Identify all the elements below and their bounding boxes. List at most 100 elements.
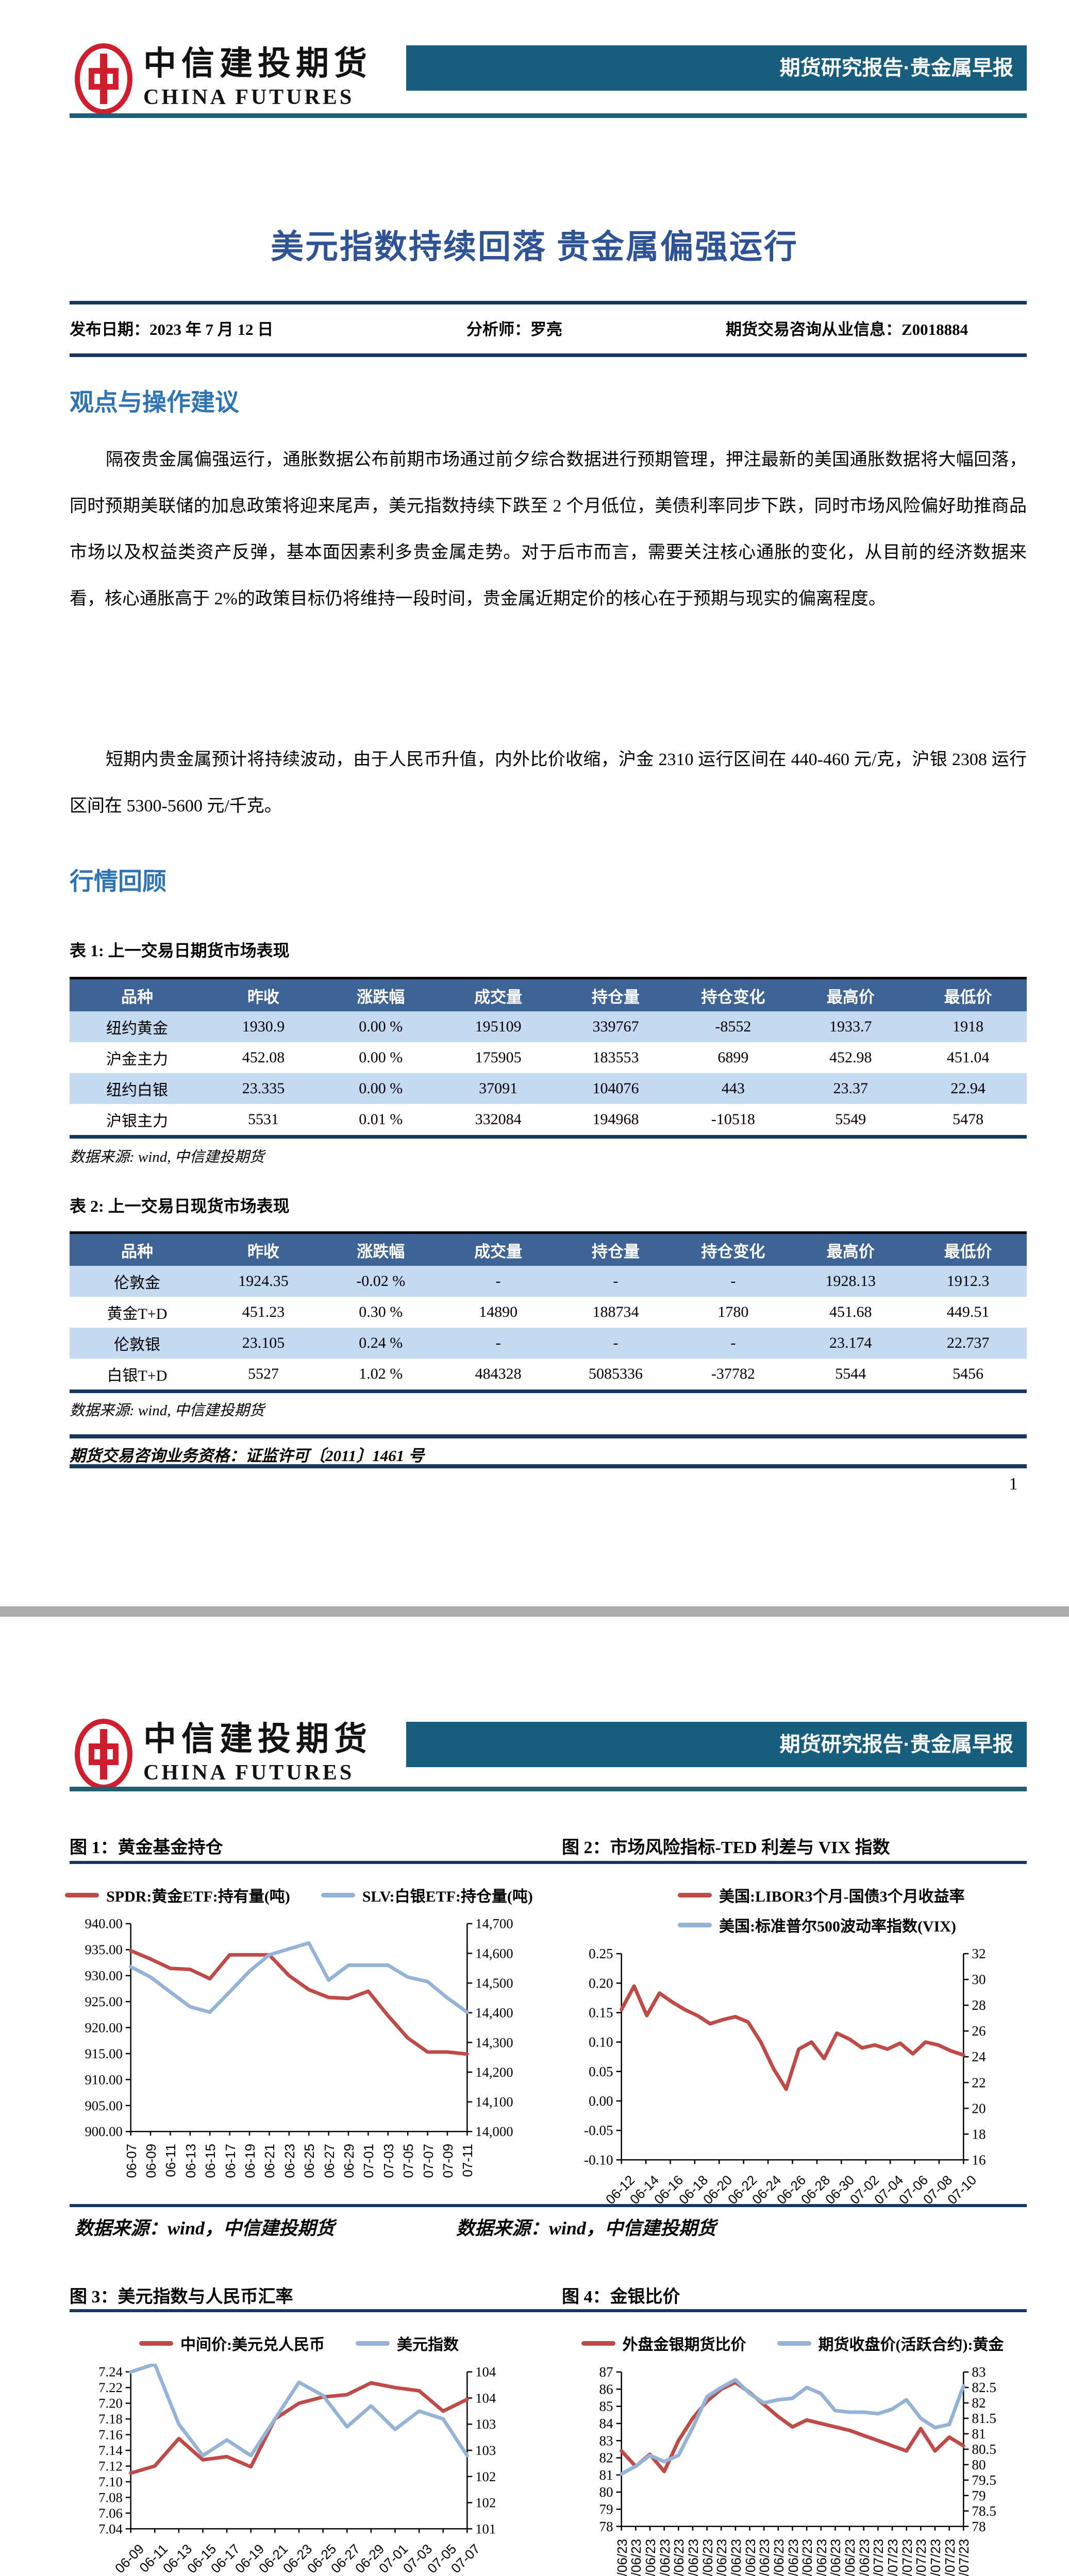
- table-cell: 175905: [475, 1049, 522, 1066]
- svg-text:84: 84: [599, 2416, 613, 2431]
- table-header-row: 品种 昨收 涨跌幅 成交量 持仓量 持仓变化 最高价 最低价: [70, 979, 1027, 1011]
- svg-text:28: 28: [972, 1997, 986, 2013]
- x-axis-label: 13/06/23: [614, 2538, 630, 2576]
- x-axis-label: 02/07/23: [885, 2538, 901, 2576]
- svg-text:0.00: 0.00: [589, 2093, 613, 2109]
- brand-name-cn: 中信建投期货: [143, 1721, 372, 1757]
- legend-label: 期货收盘价(活跃合约):黄金: [818, 2336, 1004, 2353]
- table-cell: 0.00 %: [359, 1080, 403, 1097]
- figure-1-source: 数据来源：wind，中信建投期货: [75, 2218, 335, 2239]
- table-cell: -10518: [711, 1111, 755, 1128]
- column-header: 最高价: [826, 1242, 875, 1261]
- table-cell: 6899: [717, 1049, 749, 1066]
- x-axis-label: 17/06/23: [671, 2538, 687, 2576]
- figure-4-title: 图 4：金银比价: [562, 2287, 680, 2307]
- table-cell: -: [730, 1273, 736, 1290]
- table-cell: 195109: [475, 1018, 522, 1035]
- svg-text:78: 78: [972, 2519, 986, 2534]
- svg-text:80: 80: [599, 2484, 613, 2500]
- svg-text:83: 83: [599, 2433, 613, 2448]
- x-axis-label: 06-07: [123, 2144, 139, 2178]
- legend-line-icon: [581, 2341, 615, 2346]
- section-viewpoint-heading: 观点与操作建议: [70, 389, 239, 416]
- table-cell: 451.23: [242, 1303, 285, 1320]
- table-1-caption: 表 1: 上一交易日期货市场表现: [70, 941, 290, 960]
- legend-label: 美国:LIBOR3个月-国债3个月收益率: [719, 1888, 965, 1905]
- x-axis-label: 06-15: [203, 2144, 219, 2178]
- svg-text:24: 24: [972, 2049, 986, 2064]
- table-row: 沪银主力 5531 0.01 % 332084 194968 -10518 5549 5478: [70, 1104, 1027, 1135]
- x-axis-label: 07/07/23: [956, 2538, 972, 2576]
- svg-text:14,000: 14,000: [475, 2124, 513, 2139]
- table-cell: 5527: [247, 1365, 279, 1382]
- x-axis-label: 15/06/23: [642, 2538, 658, 2576]
- table-cell: 1928.13: [825, 1273, 876, 1290]
- chart-gold-silver-ratio: 外盘金银期货比价 期货收盘价(活跃合约):黄金 87 86 85 84 83 82 81 80 79…: [559, 2318, 1026, 2576]
- svg-text:83: 83: [972, 2364, 986, 2380]
- table-cell: 451.68: [829, 1303, 872, 1320]
- table-cell: 332084: [475, 1111, 522, 1128]
- table-cell: 14890: [479, 1303, 518, 1320]
- table-row: 黄金T+D 451.23 0.30 % 14890 188734 1780 451.68 44…: [70, 1297, 1027, 1328]
- svg-text:0.05: 0.05: [589, 2064, 613, 2079]
- table-cell: -37782: [711, 1365, 755, 1382]
- report-banner: 期货研究报告·贵金属早报: [406, 1722, 1027, 1767]
- svg-text:78: 78: [599, 2519, 613, 2534]
- svg-text:7.18: 7.18: [98, 2411, 123, 2427]
- legend-line-icon: [678, 1922, 712, 1927]
- table-cell: 1918: [953, 1018, 984, 1035]
- table-cell: 5478: [953, 1111, 984, 1128]
- table-cell: 449.51: [946, 1303, 990, 1320]
- x-axis-label: 20/06/23: [714, 2538, 730, 2576]
- table-cell: 22.94: [950, 1080, 986, 1097]
- svg-text:0.15: 0.15: [589, 2005, 613, 2020]
- x-axis-labels: 13/06/23 14/06/23 15/06/23 16/06/23 17/06/23…: [559, 2536, 1026, 2576]
- table-cell: 452.98: [829, 1049, 872, 1066]
- column-header: 成交量: [474, 1242, 523, 1261]
- svg-text:14,400: 14,400: [475, 2005, 513, 2021]
- meta-rule-bottom: [70, 353, 1027, 357]
- legend-line-icon: [65, 1892, 99, 1897]
- legend-label: 美国:标准普尔500波动率指数(VIX): [719, 1918, 956, 1935]
- footer-rule-top: [70, 1434, 1027, 1438]
- table-cell: 22.737: [946, 1334, 990, 1351]
- table-cell: 23.37: [833, 1080, 868, 1097]
- table-2-source: 数据来源: wind, 中信建投期货: [70, 1402, 264, 1419]
- x-axis-label: 06-11: [163, 2144, 179, 2177]
- table-cell: 5549: [835, 1111, 866, 1128]
- svg-text:14,700: 14,700: [475, 1916, 513, 1931]
- svg-text:80.5: 80.5: [972, 2442, 996, 2457]
- table-cell: 452.08: [242, 1049, 285, 1066]
- page-number: 1: [1009, 1475, 1018, 1494]
- table-cell: 484328: [475, 1365, 522, 1382]
- legend-item: 外盘金银期货比价: [581, 2332, 746, 2354]
- table-cell: 纽约黄金: [106, 1020, 168, 1037]
- svg-text:935.00: 935.00: [85, 1942, 122, 1957]
- svg-text:85: 85: [599, 2399, 613, 2414]
- x-axis-label: 07-05: [400, 2144, 416, 2178]
- x-axis-label: 01/07/23: [871, 2538, 887, 2576]
- svg-text:940.00: 940.00: [85, 1916, 122, 1931]
- svg-text:7.12: 7.12: [98, 2458, 123, 2473]
- series-line: [620, 1984, 965, 2091]
- legend-item: 美国:LIBOR3个月-国债3个月收益率: [678, 1884, 965, 1906]
- table-cell: 1930.9: [242, 1018, 285, 1035]
- legend-item: 中间价:美元兑人民币: [139, 2332, 325, 2354]
- legend-line-icon: [777, 2341, 811, 2346]
- table-cell: 0.01 %: [359, 1111, 403, 1128]
- column-header: 最低价: [944, 1242, 992, 1261]
- table-cell: -8552: [715, 1018, 751, 1035]
- column-header: 最高价: [826, 988, 875, 1006]
- table-cell: 0.24 %: [359, 1334, 403, 1351]
- svg-text:26: 26: [972, 2023, 986, 2039]
- x-axis-label: 14/06/23: [628, 2538, 644, 2576]
- svg-text:930.00: 930.00: [85, 1968, 122, 1984]
- table-cell: -: [495, 1273, 501, 1290]
- svg-text:104: 104: [475, 2364, 496, 2380]
- column-header: 品种: [121, 988, 153, 1006]
- series-line: [129, 2364, 469, 2458]
- svg-text:7.20: 7.20: [98, 2396, 123, 2411]
- chart-legend: 外盘金银期货比价 期货收盘价(活跃合约):黄金: [559, 2332, 1026, 2354]
- figure-row2-rule: [70, 2309, 1027, 2312]
